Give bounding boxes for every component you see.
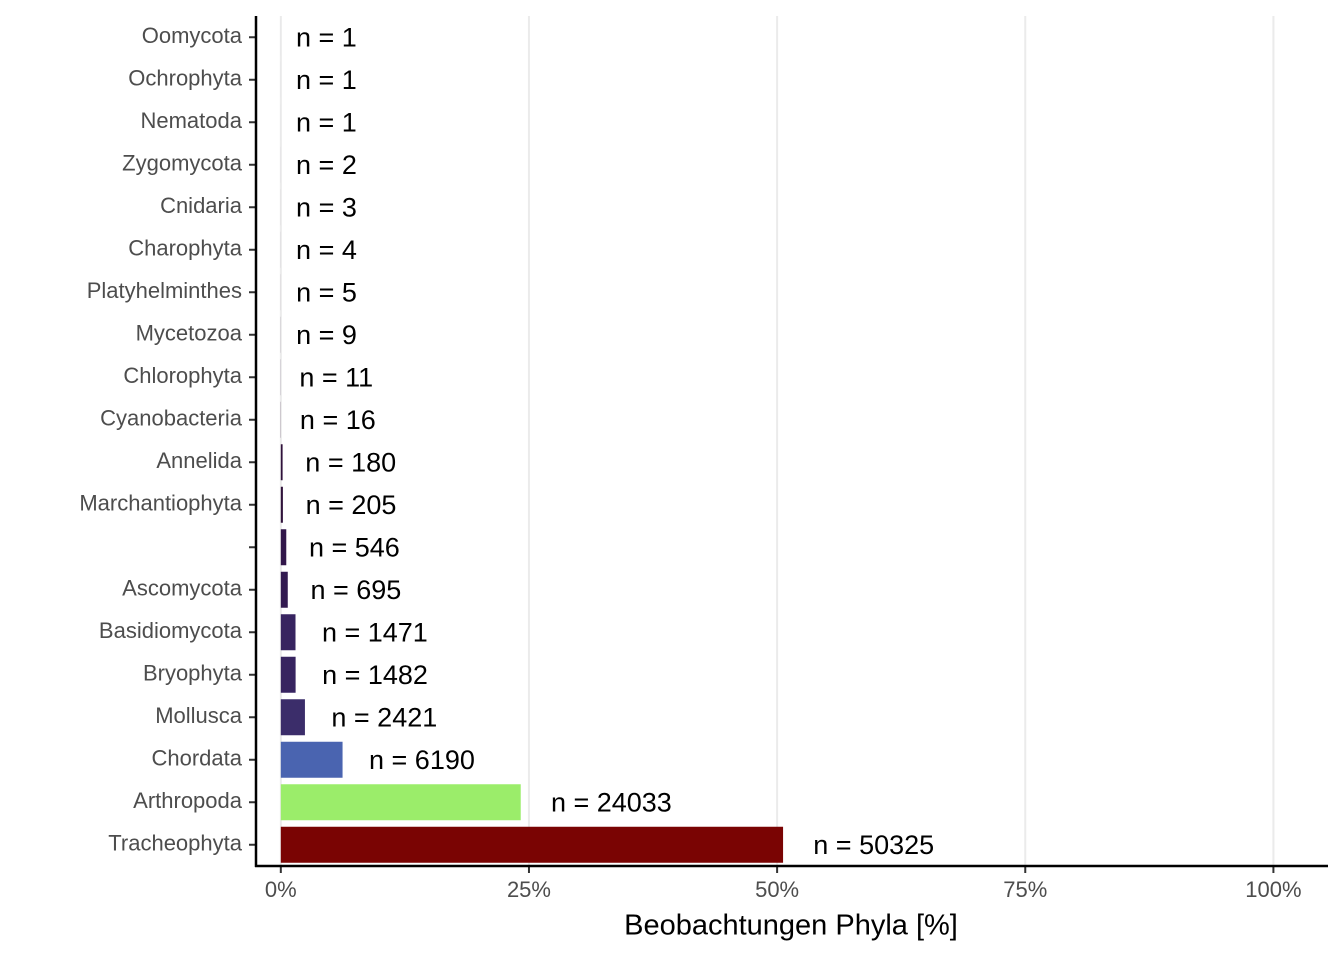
x-tick-label: 50% (755, 877, 799, 902)
y-tick-label: Basidiomycota (99, 618, 243, 643)
bar-label: n = 180 (305, 447, 396, 477)
bar-label: n = 205 (306, 490, 397, 520)
y-tick-label: Annelida (156, 448, 242, 473)
bar-label: n = 1471 (322, 617, 428, 647)
x-tick-label: 75% (1003, 877, 1047, 902)
bar-label: n = 546 (309, 532, 400, 562)
y-tick-label: Chlorophyta (123, 363, 242, 388)
x-tick-label: 25% (507, 877, 551, 902)
y-tick-label: Cyanobacteria (100, 406, 243, 431)
bar (280, 656, 296, 693)
bar-label: n = 1 (296, 22, 357, 52)
bar (280, 486, 283, 523)
y-tick-label: Tracheophyta (108, 831, 242, 856)
x-tick-label: 0% (265, 877, 297, 902)
bar-label: n = 24033 (551, 787, 672, 817)
x-axis-title: Beobachtungen Phyla [%] (624, 910, 958, 942)
bar-label: n = 9 (296, 320, 357, 350)
y-tick-label: Chordata (151, 746, 242, 771)
y-tick-label: Zygomycota (122, 151, 243, 176)
y-tick-label: Mollusca (155, 703, 243, 728)
y-tick-label: Marchantiophyta (79, 491, 242, 516)
bar (280, 741, 343, 778)
bar-label: n = 5 (296, 277, 357, 307)
bar-label: n = 16 (300, 405, 376, 435)
bar (280, 614, 296, 651)
y-tick-label: Bryophyta (143, 661, 243, 686)
x-tick-label: 100% (1245, 877, 1301, 902)
y-tick-label: Arthropoda (133, 788, 243, 813)
bar-label: n = 2 (296, 150, 357, 180)
bar-label: n = 6190 (369, 745, 475, 775)
y-tick-label: Ascomycota (122, 576, 243, 601)
bar-label: n = 1482 (322, 660, 428, 690)
bar (280, 571, 288, 608)
y-tick-label: Nematoda (140, 108, 242, 133)
bar (280, 529, 287, 566)
bar-label: n = 1 (296, 107, 357, 137)
bar-label: n = 11 (299, 362, 373, 392)
bar (280, 699, 305, 736)
bar (280, 444, 283, 481)
bar-label: n = 695 (310, 575, 401, 605)
y-tick-label: Mycetozoa (136, 321, 243, 346)
bar-label: n = 1 (296, 65, 357, 95)
bar-label: n = 50325 (813, 830, 934, 860)
bar-label: n = 2421 (331, 702, 437, 732)
bar (280, 826, 784, 863)
y-tick-label: Charophyta (128, 236, 243, 261)
bar-label: n = 3 (296, 192, 357, 222)
y-tick-label: Ochrophyta (128, 66, 242, 91)
bar (280, 784, 521, 821)
y-tick-label: Cnidaria (160, 193, 243, 218)
y-tick-label: Platyhelminthes (87, 278, 242, 303)
bar-label: n = 4 (296, 235, 357, 265)
y-tick-label: Oomycota (142, 23, 243, 48)
